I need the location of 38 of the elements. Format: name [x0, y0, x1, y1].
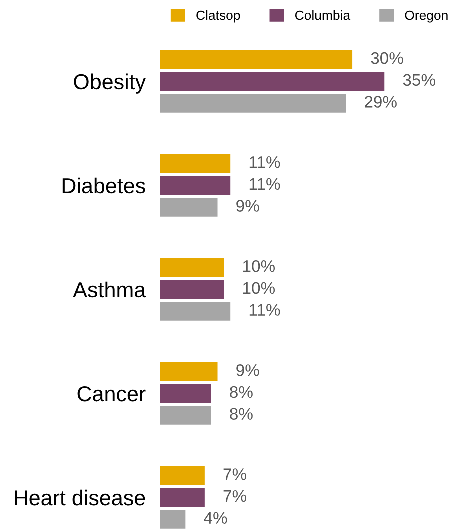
- y-tick-label: Asthma: [73, 282, 146, 298]
- bar: [160, 50, 353, 70]
- bar: [160, 154, 231, 174]
- data-label: 7%: [224, 490, 246, 502]
- y-tick-label: Cancer: [78, 386, 146, 402]
- legend-label: Clatsop: [196, 10, 240, 23]
- data-label: 7%: [224, 468, 246, 480]
- data-label: 29%: [365, 96, 397, 108]
- data-label: 11%: [250, 156, 280, 168]
- data-label: 9%: [236, 364, 260, 376]
- bar: [160, 198, 218, 217]
- data-label: 11%: [250, 304, 280, 316]
- data-label: 30%: [371, 52, 404, 64]
- bar: [160, 258, 224, 278]
- data-label: 10%: [244, 282, 275, 294]
- bar: [160, 176, 231, 195]
- bar: [160, 72, 385, 91]
- bar: [160, 488, 205, 508]
- bar: [160, 302, 231, 321]
- bar: [160, 362, 218, 382]
- bar: [160, 94, 346, 113]
- bar: [160, 406, 212, 425]
- data-label: 8%: [230, 408, 253, 420]
- data-label: 8%: [230, 386, 253, 398]
- legend-label: Oregon: [405, 10, 448, 23]
- data-label: 4%: [204, 512, 228, 524]
- bar: [160, 466, 205, 486]
- data-label: 9%: [236, 200, 260, 212]
- y-tick-label: Obesity: [74, 74, 146, 94]
- y-tick-label: Diabetes: [62, 178, 146, 194]
- data-label: 11%: [250, 178, 280, 190]
- bar: [160, 280, 224, 300]
- bar: [160, 510, 186, 529]
- bar: [160, 384, 212, 404]
- y-tick-label: Heart disease: [15, 490, 146, 506]
- data-label: 10%: [244, 260, 275, 272]
- legend-label: Columbia: [295, 10, 351, 20]
- data-label: 35%: [403, 74, 436, 86]
